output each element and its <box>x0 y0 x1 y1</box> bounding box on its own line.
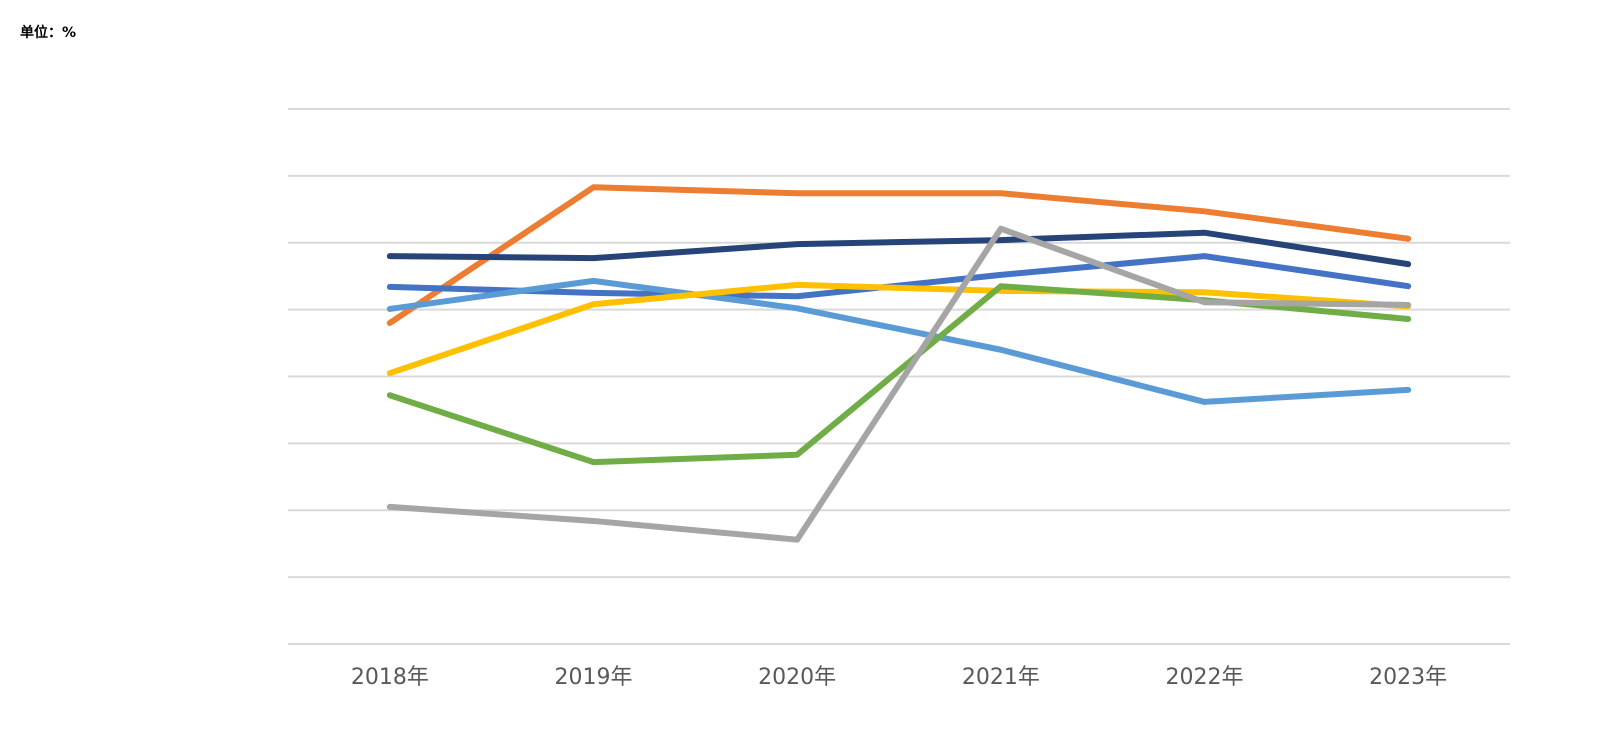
x-tick-label: 2020年 <box>758 665 836 690</box>
x-tick-label: 2023年 <box>1369 665 1447 690</box>
x-tick-label: 2018年 <box>351 665 429 690</box>
line-series <box>386 229 1412 268</box>
x-tick-label: 2019年 <box>555 665 633 690</box>
line-series <box>386 225 1412 543</box>
unit-label: 单位：% <box>20 25 77 41</box>
line-series <box>386 281 1412 377</box>
x-tick-label: 2021年 <box>962 665 1040 690</box>
x-tick-label: 2022年 <box>1166 665 1244 690</box>
line-series <box>386 184 1412 326</box>
line-series <box>386 283 1412 466</box>
line-series <box>386 277 1412 405</box>
